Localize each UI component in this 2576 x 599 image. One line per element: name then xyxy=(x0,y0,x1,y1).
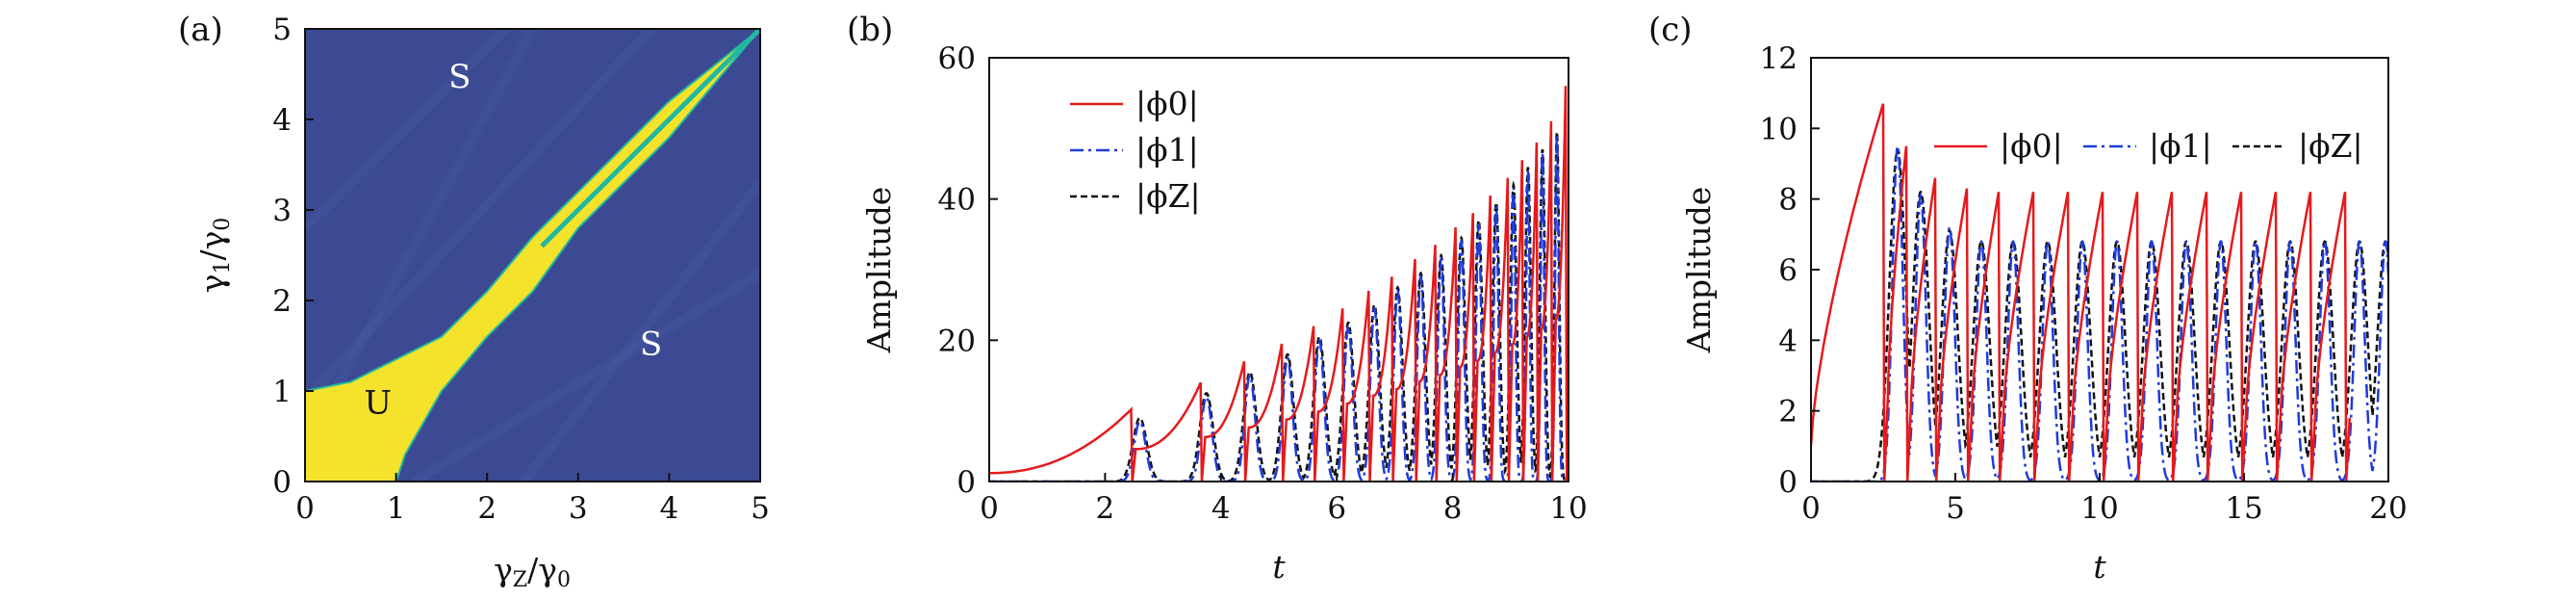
legend-label: |ϕ0| xyxy=(1135,85,1199,122)
panel-b-xtick-label: 6 xyxy=(1327,491,1346,526)
panel-b-xtick-label: 0 xyxy=(980,491,999,526)
panel-b-legend: |ϕ0| |ϕ1| |ϕZ| xyxy=(1070,85,1201,215)
heatmap-streak xyxy=(411,269,760,482)
panel-a-xlabel: γZ/γ0 xyxy=(494,551,571,592)
region-label-u: U xyxy=(364,384,392,423)
panel-a-ytick-label: 2 xyxy=(272,284,292,319)
marginal-line xyxy=(540,29,760,248)
heatmap-streak xyxy=(305,29,537,448)
panel-b-ytick-label: 40 xyxy=(938,183,976,218)
heatmap-streak xyxy=(305,29,655,404)
panel-c-xtick-label: 5 xyxy=(1946,491,1965,526)
panel-b-label: (b) xyxy=(847,11,893,49)
region-label-s: S xyxy=(448,58,471,96)
panel-a-xtick-label: 3 xyxy=(569,491,588,526)
series-phi0 xyxy=(1811,103,2352,482)
panel-b-xtick-label: 2 xyxy=(1096,491,1115,526)
panel-b-ylabel: Amplitude xyxy=(860,187,898,354)
panel-a-ytick-label: 3 xyxy=(272,194,292,228)
heatmap-streak xyxy=(305,29,509,232)
panel-c-frame xyxy=(1810,57,2389,482)
panel-a-label: (a) xyxy=(178,11,223,49)
panel-c-ytick-label: 8 xyxy=(1778,183,1798,218)
panel-c-ytick-label: 2 xyxy=(1778,395,1798,430)
legend-label: |ϕZ| xyxy=(1135,177,1201,215)
panel-a-xtick-label: 2 xyxy=(477,491,497,526)
legend-label: |ϕ0| xyxy=(2000,127,2063,165)
series-phi1 xyxy=(1811,143,2388,482)
panel-c-ytick-label: 6 xyxy=(1778,253,1798,288)
panel-c-xtick-label: 20 xyxy=(2369,491,2407,526)
panel-b-xtick-label: 4 xyxy=(1211,491,1231,526)
panel-a-xtick-label: 4 xyxy=(660,491,679,526)
panel-c-xtick-label: 10 xyxy=(2080,491,2118,526)
panel-c-xtick-label: 15 xyxy=(2225,491,2262,526)
heatmap-streak xyxy=(520,179,760,482)
panel-b-xtick-label: 10 xyxy=(1549,491,1587,526)
series-phiZ xyxy=(1811,147,2388,482)
panel-c-ytick-label: 12 xyxy=(1760,41,1798,76)
panel-c-xtick-label: 0 xyxy=(1801,491,1821,526)
panel-a-xtick-label: 0 xyxy=(295,491,315,526)
panel-c-xlabel: t xyxy=(2093,548,2106,586)
panel-a-frame xyxy=(304,28,761,482)
region-label-s: S xyxy=(640,325,662,363)
panel-b-frame xyxy=(988,57,1569,482)
legend-label: |ϕZ| xyxy=(2298,127,2363,165)
panel-a-ytick-label: 4 xyxy=(272,103,292,138)
panel-a-ytick-label: 0 xyxy=(272,465,292,500)
panel-a-xtick-label: 1 xyxy=(387,491,406,526)
legend-label: |ϕ1| xyxy=(2149,127,2212,165)
panel-b-xtick-label: 8 xyxy=(1443,491,1463,526)
panel-c-ytick-label: 0 xyxy=(1778,465,1798,500)
panel-b-xlabel: t xyxy=(1272,548,1286,586)
panel-c-ytick-label: 4 xyxy=(1778,324,1798,358)
panel-c-ylabel: Amplitude xyxy=(1680,187,1718,354)
panel-a-xtick-label: 5 xyxy=(751,491,770,526)
series-phi0 xyxy=(989,86,1569,482)
series-phi1 xyxy=(989,135,1569,482)
legend-label: |ϕ1| xyxy=(1135,131,1199,169)
panel-b-ytick-label: 60 xyxy=(938,41,976,76)
panel-b-ytick-label: 20 xyxy=(938,324,976,358)
panel-b-ytick-label: 0 xyxy=(956,465,976,500)
panel-a: (a) 0 1 2 3 4 5 0 1 2 3 4 5 γZ/γ0 γ1/γ0 S S U xyxy=(178,11,770,592)
panel-a-ylabel: γ1/γ0 xyxy=(193,218,235,294)
panel-c-legend: |ϕ0| |ϕ1| |ϕZ| xyxy=(1934,127,2363,165)
panel-a-ytick-label: 1 xyxy=(272,375,292,409)
panel-a-ytick-label: 5 xyxy=(272,13,292,47)
panel-c-ytick-label: 10 xyxy=(1760,112,1798,146)
panel-c-label: (c) xyxy=(1648,11,1693,49)
